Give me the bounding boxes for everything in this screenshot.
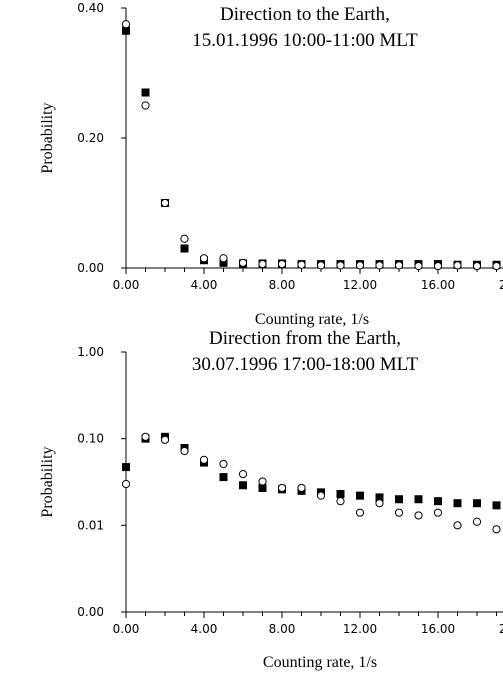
data-point-circle xyxy=(316,491,326,500)
data-point-circle xyxy=(160,435,170,444)
y-tick-label: 0.40 xyxy=(77,1,104,15)
data-point-circle xyxy=(394,261,404,270)
data-point-circle xyxy=(375,499,384,508)
data-point-circle xyxy=(336,497,345,506)
y-tick-label: 0.10 xyxy=(77,432,104,446)
x-tick-label: 4.00 xyxy=(191,622,218,636)
data-point-circle xyxy=(180,234,189,243)
top-panel: Direction to the Earth, 15.01.1996 10:00… xyxy=(39,1,503,328)
y-tick-label: 1.00 xyxy=(77,345,104,359)
data-point-circle xyxy=(160,198,170,208)
data-point-circle xyxy=(472,261,482,271)
y-tick-label: 0.00 xyxy=(77,261,104,275)
bottom-panel: Direction from the Earth, 30.07.1996 17:… xyxy=(39,328,503,671)
data-point-circle xyxy=(180,446,189,456)
data-point-square xyxy=(180,244,189,253)
x-axis-label: Counting rate, 1/s xyxy=(255,311,369,328)
data-point-circle xyxy=(453,521,462,530)
data-point-circle xyxy=(355,261,365,270)
data-point-square xyxy=(434,497,442,506)
data-point-circle xyxy=(453,261,462,270)
data-point-circle xyxy=(316,261,326,270)
x-tick-label: 12.00 xyxy=(343,622,377,636)
data-point-circle xyxy=(258,477,267,486)
data-point-circle xyxy=(355,508,365,517)
data-point-circle xyxy=(277,260,287,269)
data-point-square xyxy=(122,463,130,472)
data-point-circle xyxy=(219,254,228,263)
data-point-circle xyxy=(414,511,423,520)
data-point-circle xyxy=(219,459,228,469)
data-point-circle xyxy=(433,261,443,271)
data-point-circle xyxy=(336,261,345,270)
data-point-circle xyxy=(297,483,306,493)
data-point-circle xyxy=(199,254,209,263)
y-tick-label: 0.01 xyxy=(77,518,104,532)
x-tick-label: 8.00 xyxy=(269,622,296,636)
x-tick-label: 8.00 xyxy=(269,278,296,292)
data-point-circle xyxy=(141,101,150,110)
x-tick-label: 20.00 xyxy=(499,622,503,636)
x-tick-label: 4.00 xyxy=(191,278,218,292)
data-point-circle xyxy=(121,20,131,29)
data-point-circle xyxy=(433,508,443,517)
data-point-square xyxy=(239,481,247,490)
data-point-square xyxy=(453,499,462,508)
data-point-circle xyxy=(238,258,248,267)
y-tick-label: 0.00 xyxy=(77,605,104,619)
x-tick-label: 20.00 xyxy=(499,278,503,292)
x-tick-label: 16.00 xyxy=(421,622,455,636)
x-tick-label: 0.00 xyxy=(113,622,140,636)
data-point-square xyxy=(258,483,267,492)
panel-title-line1: Direction from the Earth, xyxy=(209,328,401,349)
data-marks xyxy=(121,432,501,534)
data-point-square xyxy=(219,473,228,482)
data-point-square xyxy=(122,26,130,35)
data-point-square xyxy=(395,495,403,504)
x-axis-label: Counting rate, 1/s xyxy=(263,654,377,671)
data-point-circle xyxy=(141,432,150,441)
data-point-circle xyxy=(394,508,404,517)
panel-title-line2: 30.07.1996 17:00-18:00 MLT xyxy=(192,354,419,375)
y-axis-label: Probability xyxy=(39,102,56,173)
data-point-circle xyxy=(238,470,248,479)
y-axis-label: Probability xyxy=(39,446,56,517)
data-point-square xyxy=(336,489,345,498)
data-point-circle xyxy=(375,261,384,270)
panel-title-line1: Direction to the Earth, xyxy=(220,4,390,25)
x-tick-label: 16.00 xyxy=(421,278,455,292)
data-point-square xyxy=(473,499,481,508)
data-point-circle xyxy=(258,260,267,269)
data-point-circle xyxy=(492,525,501,534)
data-point-square xyxy=(219,258,228,267)
axis-ticks: 0.00 0.01 0.10 1.00 0.00 4.00 8.00 12.00 16.00 20… xyxy=(77,345,503,636)
data-point-square xyxy=(356,491,364,500)
x-tick-label: 12.00 xyxy=(343,278,377,292)
data-point-square xyxy=(375,493,384,502)
data-point-square xyxy=(141,88,150,97)
data-point-circle xyxy=(492,261,501,271)
panel-title-line2: 15.01.1996 10:00-11:00 MLT xyxy=(192,30,418,51)
axis-ticks: 0.00 0.20 0.40 0.00 4.00 8.00 12.00 16.00 20.00 xyxy=(77,1,503,292)
y-tick-label: 0.20 xyxy=(77,131,104,145)
data-point-square xyxy=(492,501,501,510)
data-point-circle xyxy=(414,261,423,271)
data-point-circle xyxy=(472,517,482,526)
x-tick-label: 0.00 xyxy=(113,278,140,292)
data-point-circle xyxy=(297,260,306,269)
data-point-circle xyxy=(121,479,131,489)
data-point-square xyxy=(414,495,423,504)
data-point-circle xyxy=(277,483,287,493)
data-marks xyxy=(121,20,501,271)
data-point-circle xyxy=(199,455,209,464)
